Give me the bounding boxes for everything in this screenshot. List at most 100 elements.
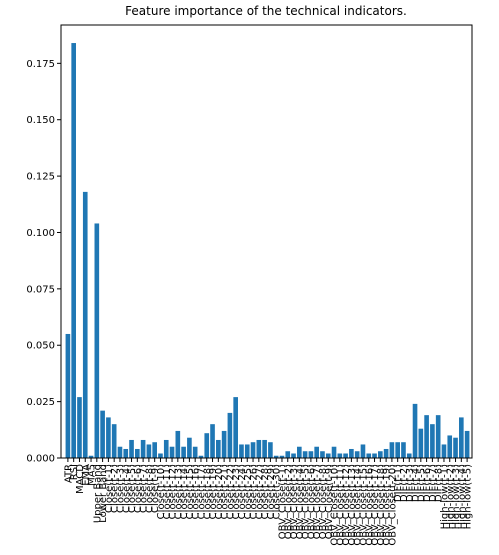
y-tick-label: 0.175 xyxy=(26,59,55,70)
bar xyxy=(146,444,152,458)
x-tick-label: DIF(t-4) xyxy=(411,464,422,502)
x-tick-label: DIF(t-3) xyxy=(405,464,416,502)
bar xyxy=(262,439,267,458)
bar xyxy=(239,444,244,458)
x-tick-label: Close(t-28) xyxy=(260,464,271,519)
bar xyxy=(424,415,429,458)
x-tick-label: High-low(t-1) xyxy=(439,464,450,529)
x-tick-label: EMA xyxy=(81,464,92,486)
x-tick-label: High-low(t-4) xyxy=(457,464,468,529)
bar xyxy=(123,448,129,458)
x-tick-label: Close(t-13) xyxy=(173,464,184,519)
bar xyxy=(129,439,134,458)
x-tick-label: DIF(t-7) xyxy=(428,464,439,502)
x-tick-label: Upper Band xyxy=(92,464,103,523)
bar xyxy=(169,446,175,458)
x-tick-label: Close(t-29) xyxy=(266,464,277,519)
x-tick-label: OBV_Close(t-11) xyxy=(335,464,346,546)
x-tick-label: Close(t-16) xyxy=(191,464,202,519)
bar xyxy=(244,444,250,458)
y-tick-label: 0.050 xyxy=(26,341,55,352)
bar xyxy=(227,412,233,458)
chart-title: Feature importance of the technical indi… xyxy=(125,4,407,18)
x-tick-label: Close(t-18) xyxy=(202,464,213,519)
x-tick-label: DIF(t-6) xyxy=(422,464,433,502)
x-tick-label: RSI xyxy=(69,464,80,480)
x-tick-label: Close(t-10) xyxy=(156,464,167,519)
bar xyxy=(401,442,406,458)
bar xyxy=(378,451,383,458)
x-tick-label: High-low(t-5) xyxy=(463,464,474,529)
bar xyxy=(77,397,82,458)
x-tick-label: OBV_Close(t-2) xyxy=(283,464,294,539)
bar xyxy=(302,451,308,458)
x-tick-label: Close(t-5) xyxy=(127,464,138,513)
bar xyxy=(453,437,458,458)
bar xyxy=(395,442,400,458)
bar xyxy=(464,430,470,458)
bar xyxy=(354,451,360,458)
x-tick-label: OBV_Close(t-19) xyxy=(382,464,393,546)
bar xyxy=(447,435,453,458)
x-tick-label: DIF(t-8) xyxy=(434,464,445,502)
x-tick-label: DIF(t-2) xyxy=(399,464,410,502)
x-tick-label: Close(t-26) xyxy=(249,464,260,519)
x-tick-label: Close(t-30) xyxy=(272,464,283,519)
bar xyxy=(435,415,441,458)
bar xyxy=(291,453,296,458)
bar xyxy=(163,439,169,458)
x-tick-label: Close(t-11) xyxy=(162,464,173,519)
x-tick-label: OBV_Close(t-6) xyxy=(306,464,317,539)
x-tick-label: Close(t-2) xyxy=(110,464,121,513)
plot-frame xyxy=(60,24,473,459)
bar xyxy=(216,439,221,458)
bar xyxy=(343,453,348,458)
bar xyxy=(111,424,117,458)
x-tick-label: Close(t-19) xyxy=(208,464,219,519)
bar xyxy=(187,437,192,458)
bar xyxy=(88,455,94,458)
x-tick-label: OBV_Close(t-15) xyxy=(358,464,369,546)
bar xyxy=(441,444,447,458)
x-tick-label: Close(t-20) xyxy=(214,464,225,519)
x-tick-label: Close(t-15) xyxy=(185,464,196,519)
x-tick-label: OBV_Close(t-13) xyxy=(347,464,358,546)
bar xyxy=(192,446,198,458)
y-tick-label: 0.000 xyxy=(26,454,55,465)
x-tick-label: Close(t-23) xyxy=(231,464,242,519)
x-tick-label: MACD xyxy=(75,464,86,494)
bar xyxy=(117,446,123,458)
x-tick-label: High-low(t-3) xyxy=(451,464,462,529)
x-tick-label: OBV_Close(t-3) xyxy=(289,464,300,539)
x-tick-label: High-low(t-2) xyxy=(445,464,456,529)
x-tick-label: OBV_Close(t-7) xyxy=(312,464,323,539)
bar xyxy=(106,417,111,458)
bar xyxy=(389,442,395,458)
x-tick-label: Close(t-3) xyxy=(115,464,126,513)
y-tick-label: 0.150 xyxy=(26,115,55,126)
bar xyxy=(135,448,140,458)
bar xyxy=(65,333,71,458)
bar xyxy=(337,453,343,458)
bar xyxy=(418,428,424,458)
bar xyxy=(383,448,389,458)
bar xyxy=(250,442,256,458)
bar xyxy=(366,453,372,458)
bar xyxy=(82,191,88,458)
x-tick-label: OBV_Close(t-8) xyxy=(318,464,329,539)
x-tick-label: Close(t-24) xyxy=(237,464,248,519)
bar xyxy=(360,444,366,458)
bar xyxy=(181,446,186,458)
x-tick-label: OBV_Close(t-4) xyxy=(295,464,306,539)
bar xyxy=(198,455,204,458)
y-tick-label: 0.075 xyxy=(26,284,55,295)
bar xyxy=(204,433,210,458)
y-tick-label: 0.025 xyxy=(26,397,55,408)
bar xyxy=(210,424,215,458)
bar xyxy=(94,223,100,458)
x-tick-label: OBV_Close(t-1) xyxy=(277,464,288,539)
x-tick-label: Close(t-7) xyxy=(139,464,150,513)
x-tick-label: Close(t-12) xyxy=(168,464,179,519)
